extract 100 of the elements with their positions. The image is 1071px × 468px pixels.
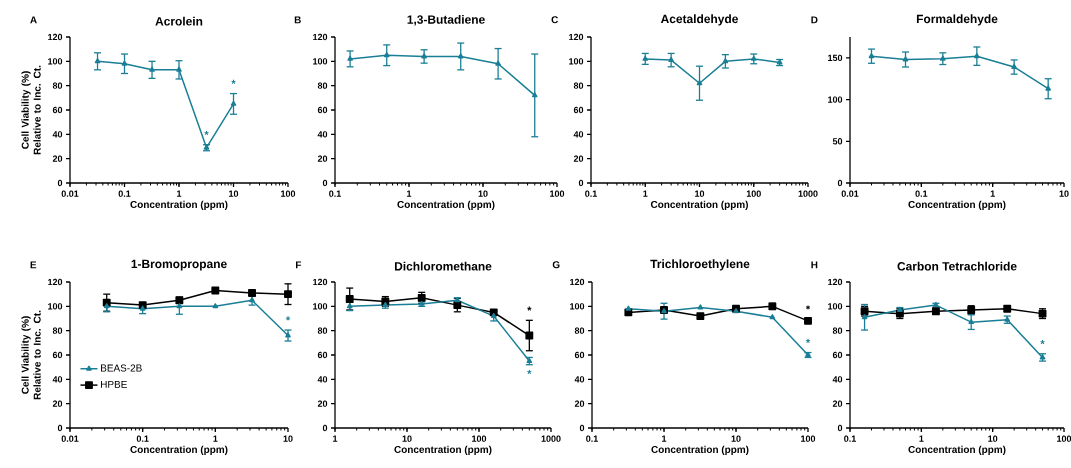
x-axis-title: Concentration (ppm) [908,200,1006,210]
text: H [811,261,818,269]
x-tick-label: 0.1 [586,435,598,442]
legend-label: HPBE [101,380,127,388]
text: D [811,16,818,24]
y-tick-label: 0 [322,179,328,187]
y-tick-label: 80 [317,82,328,89]
y-tick-label: 80 [52,327,63,334]
text: E [30,261,37,269]
legend-label: BEAS-2B [101,364,142,372]
y-tick-label: 0 [837,179,843,187]
y-tick-label: 100 [48,303,63,310]
y-tick-label: 20 [573,155,584,162]
y-tick-label: 80 [573,82,584,89]
annotation: * [204,130,209,136]
text: B [294,16,301,24]
annotation: * [805,305,811,310]
text: G [552,261,560,269]
y-tick-label: 60 [832,351,843,359]
annotation: * [527,369,532,374]
y-tick-label: 50 [832,138,843,145]
x-tick-label: 10 [402,435,412,442]
x-tick-label: 100 [801,435,816,442]
y-tick-label: 0 [57,424,63,432]
y-tick-label: 80 [832,327,843,334]
y-tick-label: 120 [313,33,328,41]
y-tick-label: 20 [317,400,328,407]
x-tick-label: 0.01 [841,190,859,197]
annotation: * [231,79,236,84]
y-tick-label: 60 [317,106,328,114]
x-tick-label: 0.1 [585,190,597,197]
x-axis-title: Concentration (ppm) [130,200,228,210]
y-tick-label: 120 [569,33,584,41]
text: F [296,261,302,269]
annotation: * [285,316,291,321]
y-tick-label: 120 [48,33,63,41]
y-axis-title: Cell Viability (%) Relative to Inc. Ct. [21,65,41,155]
y-tick-label: 20 [52,400,63,407]
y-tick-label: 40 [52,376,63,383]
x-tick-label: 1 [213,435,218,442]
y-tick-label: 80 [317,327,328,334]
y-tick-label: 120 [48,278,63,286]
x-tick-label: 10 [1059,190,1069,197]
y-tick-label: 100 [828,303,843,310]
y-tick-label: 80 [52,82,63,89]
x-axis-title: Concentration (ppm) [130,445,228,455]
x-tick-label: 1 [643,190,648,197]
x-axis-title: Concentration (ppm) [394,445,492,455]
chart-title: 1-Bromopropane [131,259,227,271]
y-tick-label: 0 [579,424,585,432]
x-tick-label: 1 [919,435,924,442]
x-tick-label: 100 [281,190,296,197]
x-axis-title: Concentration (ppm) [397,200,495,210]
x-tick-label: 0.1 [118,190,131,197]
y-tick-label: 0 [322,424,328,432]
x-tick-label: 100 [1057,435,1071,442]
x-tick-label: 0.1 [136,435,149,442]
x-tick-label: 0.1 [915,190,928,197]
y-tick-label: 40 [52,131,63,138]
chart-title: Acetaldehyde [660,14,738,26]
y-tick-label: 0 [837,424,843,432]
x-tick-label: 1 [333,435,338,442]
y-tick-label: 120 [828,278,843,286]
y-tick-label: 60 [52,351,63,359]
chart-title: Acrolein [155,16,203,26]
x-axis-title: Concentration (ppm) [651,445,749,455]
x-tick-label: 0.1 [844,435,856,442]
y-tick-label: 0 [578,179,584,187]
x-tick-label: 100 [550,190,565,197]
y-tick-label: 0 [57,179,63,187]
annotation: * [805,338,811,343]
text: C [551,16,559,24]
y-tick-label: 20 [317,155,328,162]
x-tick-label: 1000 [798,190,818,197]
x-tick-label: 0.01 [61,190,79,197]
y-tick-label: 60 [52,106,63,114]
x-axis-title: Concentration (ppm) [650,200,748,210]
x-tick-label: 1 [407,190,412,197]
chart-title: Trichloroethylene [650,259,750,271]
x-tick-label: 1 [990,190,995,197]
y-tick-label: 60 [574,351,585,359]
y-axis-title: Cell Viability (%) Relative to Inc. Ct. [21,310,41,400]
x-tick-label: 1000 [541,435,561,442]
chart-title: Formaldehyde [916,14,998,26]
chart-title: Dichloromethane [394,261,492,271]
annotation: * [1040,340,1045,345]
y-tick-label: 120 [313,278,328,286]
x-tick-label: 10 [695,190,705,197]
y-tick-label: 60 [573,106,584,114]
x-tick-label: 0.1 [329,190,341,197]
x-tick-label: 10 [283,435,293,442]
y-tick-label: 40 [832,376,843,383]
y-tick-label: 100 [569,58,584,65]
y-tick-label: 20 [574,400,585,407]
x-tick-label: 10 [229,190,239,197]
y-tick-label: 120 [570,278,585,286]
y-tick-label: 100 [313,303,328,310]
text: A [30,16,37,24]
x-tick-label: 0.01 [61,435,79,442]
x-tick-label: 10 [988,435,998,442]
